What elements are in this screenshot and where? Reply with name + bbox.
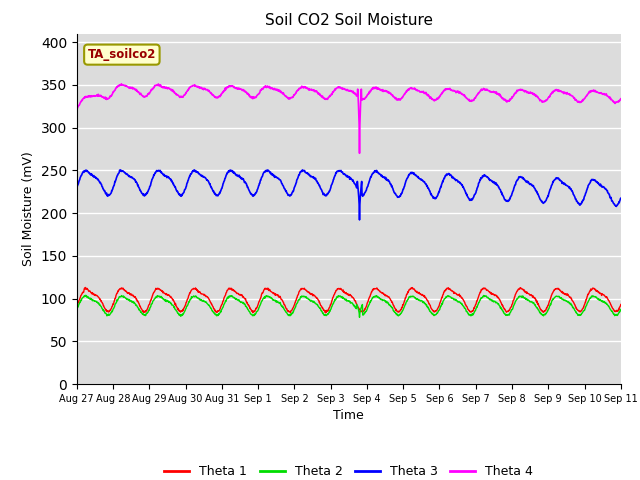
Theta 3 bbox=[316, 183, 323, 189]
X-axis label: Time: Time bbox=[333, 409, 364, 422]
Legend: Theta 1, Theta 2, Theta 3, Theta 4: Theta 1, Theta 2, Theta 3, Theta 4 bbox=[159, 460, 538, 480]
Theta 2 bbox=[356, 314, 364, 320]
Theta 2 bbox=[82, 292, 90, 298]
Theta 2 bbox=[325, 309, 333, 315]
Theta 1 bbox=[138, 306, 145, 312]
Theta 2 bbox=[138, 309, 145, 315]
Theta 2 bbox=[383, 299, 391, 305]
Theta 2 bbox=[115, 294, 123, 300]
Theta 1 bbox=[326, 305, 333, 311]
Y-axis label: Soil Moisture (mV): Soil Moisture (mV) bbox=[22, 151, 35, 266]
Theta 3 bbox=[116, 167, 124, 173]
Theta 4 bbox=[316, 91, 323, 96]
Theta 3 bbox=[138, 190, 145, 195]
Theta 4 bbox=[304, 86, 312, 92]
Line: Theta 3: Theta 3 bbox=[77, 170, 621, 220]
Theta 1 bbox=[617, 301, 625, 307]
Theta 2 bbox=[617, 307, 625, 312]
Theta 3 bbox=[304, 170, 312, 176]
Theta 1 bbox=[321, 310, 329, 316]
Text: TA_soilco2: TA_soilco2 bbox=[88, 48, 156, 61]
Theta 2 bbox=[73, 307, 81, 312]
Theta 3 bbox=[73, 184, 81, 190]
Theta 3 bbox=[383, 177, 391, 182]
Theta 2 bbox=[304, 295, 312, 301]
Theta 1 bbox=[304, 289, 312, 295]
Theta 1 bbox=[383, 293, 391, 299]
Theta 4 bbox=[356, 150, 364, 156]
Theta 1 bbox=[316, 300, 323, 305]
Theta 1 bbox=[73, 303, 81, 309]
Theta 1 bbox=[115, 287, 123, 293]
Theta 4 bbox=[383, 89, 391, 95]
Theta 2 bbox=[316, 305, 323, 311]
Theta 1 bbox=[82, 285, 90, 290]
Theta 4 bbox=[617, 96, 625, 102]
Line: Theta 1: Theta 1 bbox=[77, 288, 621, 313]
Theta 3 bbox=[356, 217, 364, 223]
Theta 4 bbox=[118, 81, 125, 87]
Theta 3 bbox=[617, 195, 625, 201]
Title: Soil CO2 Soil Moisture: Soil CO2 Soil Moisture bbox=[265, 13, 433, 28]
Theta 4 bbox=[115, 83, 123, 88]
Theta 4 bbox=[325, 94, 333, 100]
Theta 3 bbox=[325, 189, 333, 195]
Theta 4 bbox=[138, 92, 145, 97]
Line: Theta 4: Theta 4 bbox=[77, 84, 621, 153]
Line: Theta 2: Theta 2 bbox=[77, 295, 621, 317]
Theta 4 bbox=[73, 106, 81, 112]
Theta 3 bbox=[115, 170, 123, 176]
